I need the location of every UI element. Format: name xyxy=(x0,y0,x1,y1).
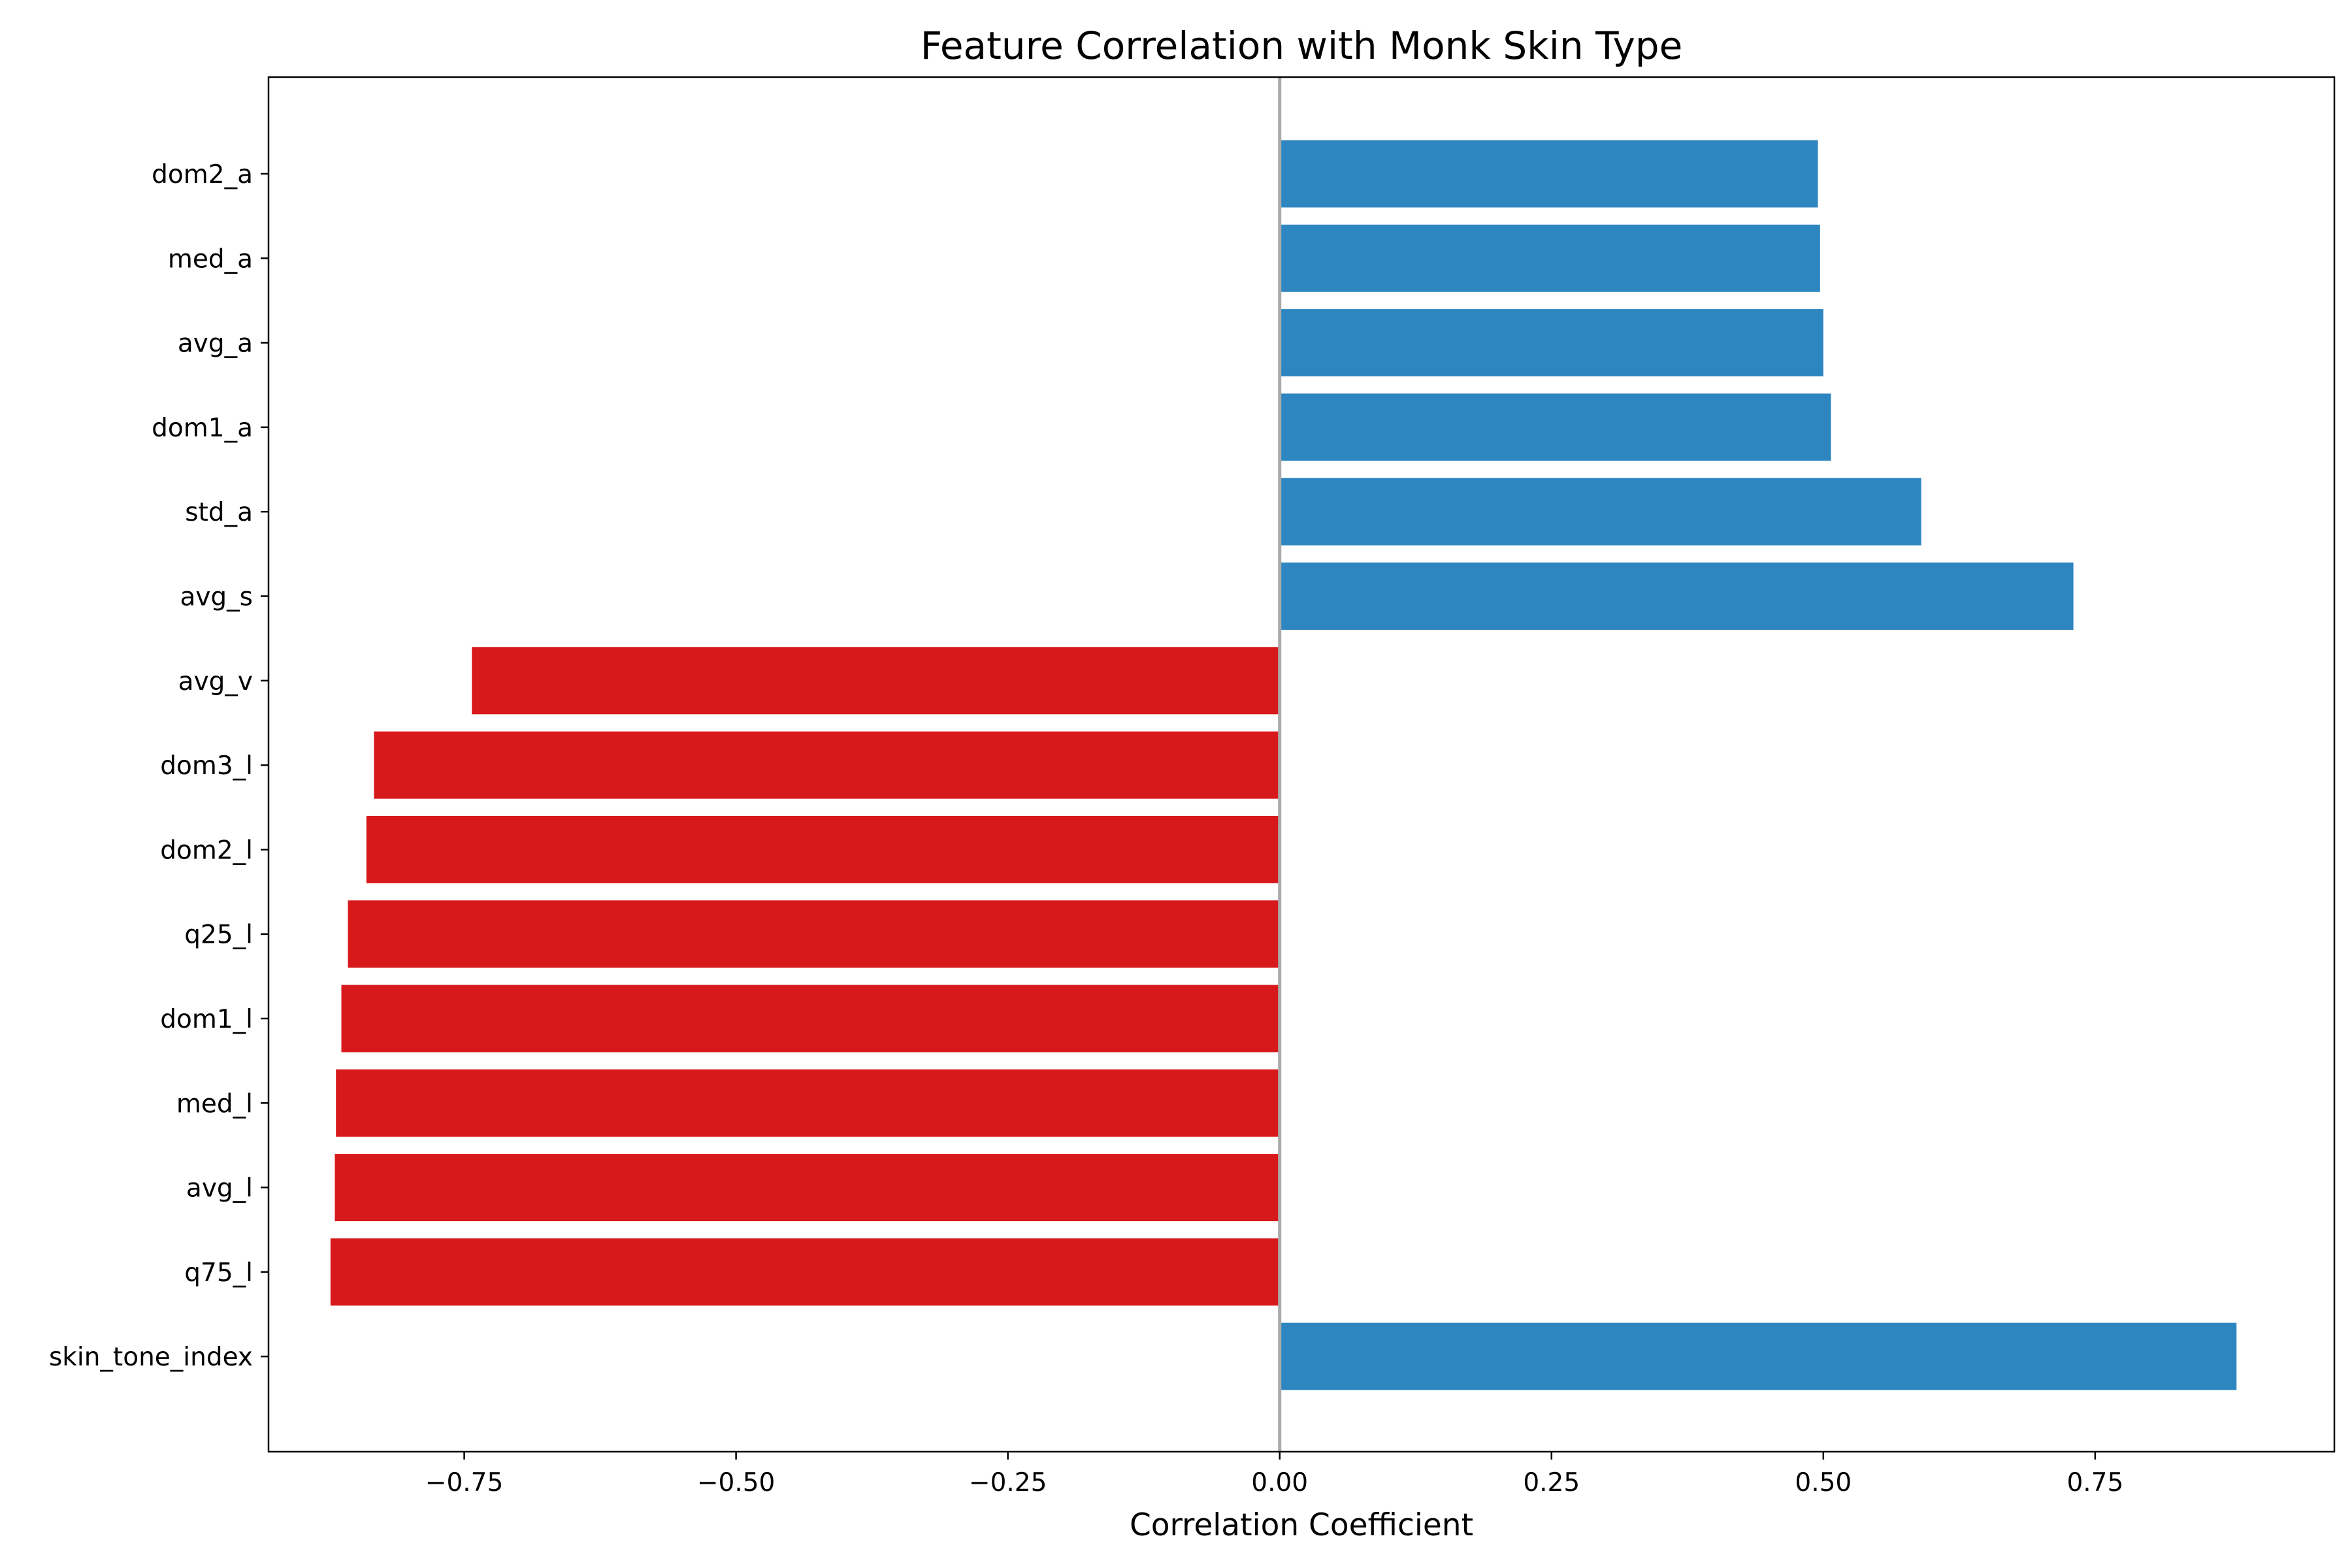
y-tick-label: avg_s xyxy=(180,583,253,612)
x-tick-label: −0.25 xyxy=(969,1468,1047,1497)
y-axis: dom2_a med_a avg_a dom1_a std_a avg_s avg_vdom… xyxy=(49,160,269,1372)
x-tick-label: 0.75 xyxy=(2066,1468,2123,1497)
x-tick-label: 0.25 xyxy=(1523,1468,1580,1497)
bar-med_a xyxy=(1279,224,1820,292)
y-tick-label: q25_l xyxy=(184,921,253,950)
y-tick-label: dom1_l xyxy=(160,1005,253,1034)
y-tick-label: std_a xyxy=(185,498,253,527)
y-tick-label: med_a xyxy=(168,244,253,274)
bar-q25_l xyxy=(348,900,1280,968)
bar-avg_s xyxy=(1279,563,2074,630)
y-tick-label: avg_v xyxy=(178,667,253,696)
bar-dom2_l xyxy=(366,815,1280,883)
bars-layer xyxy=(330,140,2237,1390)
x-tick-label: −0.75 xyxy=(425,1468,504,1497)
x-tick-label: −0.50 xyxy=(697,1468,776,1497)
y-tick-label: dom1_a xyxy=(152,414,253,443)
bar-avg_l xyxy=(335,1154,1280,1222)
y-tick-label: avg_a xyxy=(178,329,253,359)
x-axis: −0.75 −0.50 −0.25 0.00 0.25 0.50 0.75 xyxy=(425,1452,2123,1497)
y-tick-label: med_l xyxy=(176,1089,253,1119)
bar-skin_tone_index xyxy=(1279,1322,2237,1390)
bar-dom1_l xyxy=(341,985,1280,1053)
bar-avg_a xyxy=(1279,309,1823,377)
bar-avg_v xyxy=(472,647,1280,715)
y-tick-label: avg_l xyxy=(186,1174,253,1203)
bar-dom1_a xyxy=(1279,393,1831,461)
y-tick-label: dom2_l xyxy=(160,836,253,865)
bar-med_l xyxy=(336,1069,1280,1137)
x-tick-label: 0.00 xyxy=(1251,1468,1308,1497)
y-tick-label: skin_tone_index xyxy=(49,1343,253,1372)
bar-std_a xyxy=(1279,478,1921,546)
y-tick-label: q75_l xyxy=(184,1258,253,1288)
chart-title: Feature Correlation with Monk Skin Type xyxy=(921,24,1683,68)
x-axis-label: Correlation Coefficient xyxy=(1130,1507,1473,1543)
bar-dom2_a xyxy=(1279,140,1818,208)
x-tick-label: 0.50 xyxy=(1795,1468,1852,1497)
y-tick-label: dom2_a xyxy=(152,160,253,189)
y-tick-label: dom3_l xyxy=(160,751,253,781)
bar-dom3_l xyxy=(374,731,1280,799)
bar-q75_l xyxy=(330,1238,1280,1306)
